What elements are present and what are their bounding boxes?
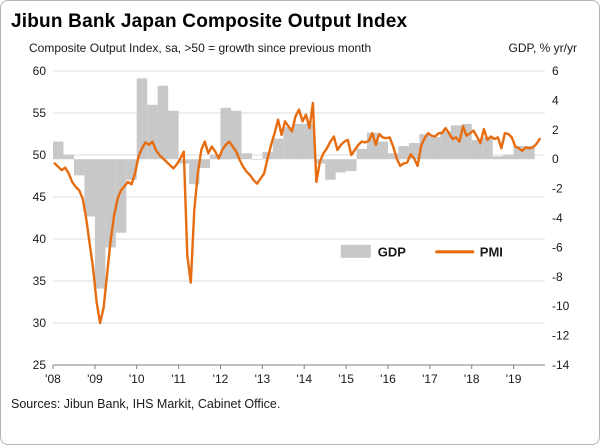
gdp-bar (147, 104, 158, 160)
right-axis-tick-label: -2 (552, 182, 563, 196)
left-axis-tick-label: 50 (33, 148, 47, 162)
gdp-bar (482, 137, 493, 160)
gdp-bar (419, 134, 430, 160)
right-axis-tick-label: -14 (552, 358, 570, 372)
gdp-bar (157, 85, 169, 160)
right-axis-tick-label: 2 (552, 123, 559, 137)
gdp-bar (115, 159, 127, 233)
right-axis-tick-label: -12 (552, 329, 570, 343)
right-axis-tick-label: -6 (552, 240, 563, 254)
x-axis-tick-label: '14 (296, 372, 312, 386)
legend-gdp-label: GDP (378, 244, 407, 259)
gdp-bar (388, 153, 399, 160)
gdp-bar (471, 140, 483, 160)
right-axis-tick-label: -10 (552, 299, 570, 313)
gdp-bar (325, 159, 336, 180)
x-axis-tick-label: '16 (380, 372, 396, 386)
left-axis-tick-label: 55 (33, 106, 47, 120)
right-axis-tick-label: -8 (552, 270, 563, 284)
left-axis-tick-label: 25 (33, 358, 47, 372)
left-axis-tick-label: 35 (33, 274, 47, 288)
right-axis-tick-label: 4 (552, 93, 559, 107)
gdp-bar (408, 143, 420, 160)
x-axis-tick-label: '15 (338, 372, 354, 386)
left-axis-caption: Composite Output Index, sa, >50 = growth… (29, 41, 372, 55)
composite-output-chart: 60 55 50 45 40 35 30 25 6 4 2 0 -2 -4 -6 -8 -10 -12 -14 '08… (33, 64, 570, 386)
gdp-bar (440, 131, 451, 160)
legend-gdp-swatch (340, 244, 371, 258)
x-axis-tick-label: '11 (171, 372, 186, 386)
gdp-bar (84, 159, 95, 217)
gdp-bar (94, 159, 106, 289)
source-note: Sources: Jibun Bank, IHS Markit, Cabinet… (11, 397, 281, 411)
gdp-bar (63, 154, 74, 160)
right-axis-caption: GDP, % yr/yr (508, 41, 577, 55)
pmi-line (53, 101, 541, 325)
left-axis-tick-label: 60 (33, 64, 47, 78)
gdp-bar (136, 78, 148, 160)
gdp-bar (73, 159, 85, 176)
right-axis-tick-label: 6 (552, 64, 559, 78)
x-axis-tick-label: '10 (129, 372, 145, 386)
gdp-bar (126, 159, 137, 180)
gdp-bar (429, 137, 441, 160)
gdp-bar (283, 126, 294, 160)
gdp-bar (346, 159, 357, 171)
left-axis-tick-label: 45 (33, 190, 47, 204)
legend-pmi-label: PMI (480, 244, 503, 259)
gdp-bar (367, 132, 378, 160)
gdp-bar (220, 107, 231, 160)
gdp-bar (231, 110, 242, 160)
gdp-bar (377, 141, 388, 160)
x-axis-tick-label: '12 (213, 372, 229, 386)
left-axis-tick-label: 30 (33, 316, 47, 330)
gdp-bar (356, 148, 368, 160)
gdp-bar (210, 154, 221, 160)
gdp-bar (272, 138, 284, 160)
gdp-bar (293, 123, 305, 160)
gdp-bar (398, 146, 409, 160)
gdp-bar (461, 123, 472, 160)
gdp-bar (53, 141, 64, 160)
x-axis-tick-label: '18 (464, 372, 480, 386)
gdp-bar (335, 159, 347, 173)
gdp-bar (524, 146, 535, 160)
x-axis-tick-label: '08 (45, 372, 61, 386)
gdp-bar (168, 110, 179, 160)
x-axis-tick-label: '19 (506, 372, 522, 386)
gdp-bar (241, 153, 252, 160)
axis-caption-row: Composite Output Index, sa, >50 = growth… (1, 35, 599, 57)
gdp-bar (199, 159, 211, 168)
gdp-bar (251, 159, 263, 160)
x-axis-tick-label: '13 (255, 372, 271, 386)
gdp-bar (189, 159, 200, 185)
page-title: Jibun Bank Japan Composite Output Index (11, 11, 408, 32)
gdp-bar (492, 156, 504, 160)
right-axis-tick-label: 0 (552, 152, 559, 166)
gdp-bar (304, 123, 315, 160)
gdp-bar (105, 159, 116, 248)
right-axis-tick-label: -4 (552, 211, 563, 225)
gdp-bar (503, 154, 514, 160)
gdp-bar (450, 125, 462, 160)
x-axis-tick-label: '09 (87, 372, 103, 386)
left-axis-tick-label: 40 (33, 232, 47, 246)
x-axis-tick-label: '17 (422, 372, 438, 386)
gdp-bar (513, 146, 525, 160)
